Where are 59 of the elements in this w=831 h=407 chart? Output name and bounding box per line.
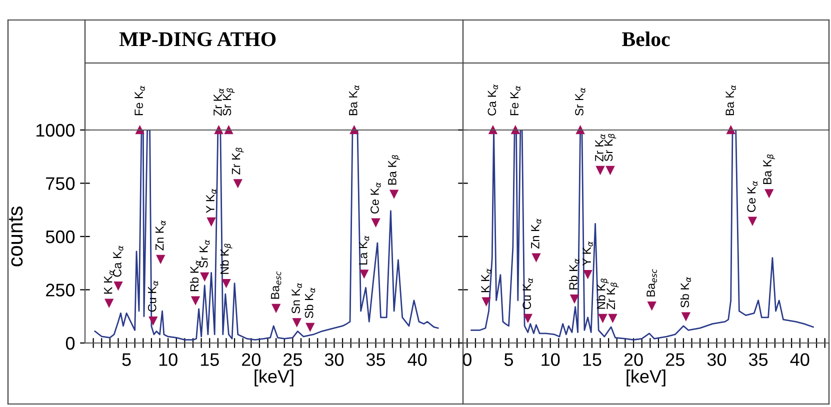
annotation: Nb K$_{β}$ bbox=[220, 244, 232, 274]
y-tick-label: 1000 bbox=[36, 124, 75, 137]
annotation: Sr K$_{α}$ bbox=[199, 240, 210, 268]
annotation: Fe K$_{α}$ bbox=[134, 86, 145, 116]
x-axis-title: [keV] bbox=[626, 370, 666, 386]
annotation: Zr K$_{α}$ bbox=[595, 134, 606, 162]
x-tick-label: 40 bbox=[790, 353, 810, 366]
annotation: Ba K$_{β}$ bbox=[388, 155, 400, 185]
x-tick-label: 30 bbox=[707, 353, 726, 366]
annotation: Y K$_{α}$ bbox=[582, 241, 593, 266]
annotation: Ca K$_{α}$ bbox=[113, 246, 124, 277]
y-tick-label: 0 bbox=[66, 336, 75, 350]
annotation: Sb K$_{α}$ bbox=[304, 288, 316, 318]
annotation: Sb K$_{α}$ bbox=[680, 277, 691, 308]
x-tick-label: 15 bbox=[583, 353, 602, 366]
annotation: Ce K$_{α}$ bbox=[370, 182, 381, 214]
x-tick-label: 20 bbox=[242, 353, 260, 366]
annotation: Zn K$_{α}$ bbox=[531, 218, 542, 249]
annotation: La K$_{α}$ bbox=[359, 236, 370, 264]
x-tick-label: 30 bbox=[324, 353, 344, 366]
x-tick-label: 40 bbox=[408, 353, 427, 366]
annotation: Ba$_{esc}$ bbox=[270, 271, 282, 299]
annotation: Rb K$_{α}$ bbox=[568, 258, 580, 290]
annotation: Sn K$_{α}$ bbox=[292, 282, 302, 314]
annotation: Zr K$_{β}$ bbox=[606, 282, 619, 310]
annotation: Cu K$_{α}$ bbox=[522, 278, 533, 310]
annotation: K K$_{α}$ bbox=[481, 268, 492, 292]
annotation: Ce K$_{α}$ bbox=[747, 180, 758, 212]
annotation: Fe K$_{α}$ bbox=[510, 86, 520, 116]
x-tick-label: 5 bbox=[122, 353, 131, 366]
x-tick-label: 5 bbox=[504, 353, 514, 366]
annotation: Ca K$_{α}$ bbox=[488, 84, 498, 116]
x-tick-label: 35 bbox=[748, 353, 768, 366]
chart-title: Beloc bbox=[622, 32, 670, 46]
y-axis-title: counts bbox=[8, 206, 23, 266]
annotation: Ba K$_{α}$ bbox=[726, 85, 736, 116]
x-tick-label: 20 bbox=[624, 353, 643, 366]
x-tick-label: 10 bbox=[159, 353, 178, 366]
x-tick-label: 10 bbox=[542, 353, 560, 366]
annotation: Ba$_{esc}$ bbox=[646, 269, 657, 296]
annotation: Zn K$_{α}$ bbox=[156, 220, 166, 250]
y-tick-label: 250 bbox=[46, 284, 75, 296]
annotation: Sr K$_{β}$ bbox=[222, 88, 235, 116]
annotation: Ba K$_{α}$ bbox=[349, 85, 360, 116]
x-tick-label: 35 bbox=[366, 353, 386, 366]
annotation: Zr K$_{α}$ bbox=[214, 88, 224, 116]
annotation: Zr K$_{β}$ bbox=[232, 148, 244, 175]
y-tick-label: 500 bbox=[46, 230, 75, 244]
x-tick-label: 15 bbox=[200, 353, 219, 366]
x-axis-title: [keV] bbox=[254, 370, 294, 386]
annotation: Ba K$_{β}$ bbox=[763, 154, 775, 184]
x-tick-label: 25 bbox=[666, 353, 684, 366]
annotation: Sr K$_{α}$ bbox=[575, 88, 586, 116]
chart-title: MP-DING ATHO bbox=[119, 32, 276, 46]
annotation: Sr K$_{β}$ bbox=[604, 134, 616, 162]
y-tick-label: 750 bbox=[46, 177, 75, 190]
annotation: Y K$_{α}$ bbox=[206, 188, 216, 213]
x-tick-label: 25 bbox=[284, 353, 302, 366]
annotation: Cu K$_{α}$ bbox=[148, 280, 158, 312]
